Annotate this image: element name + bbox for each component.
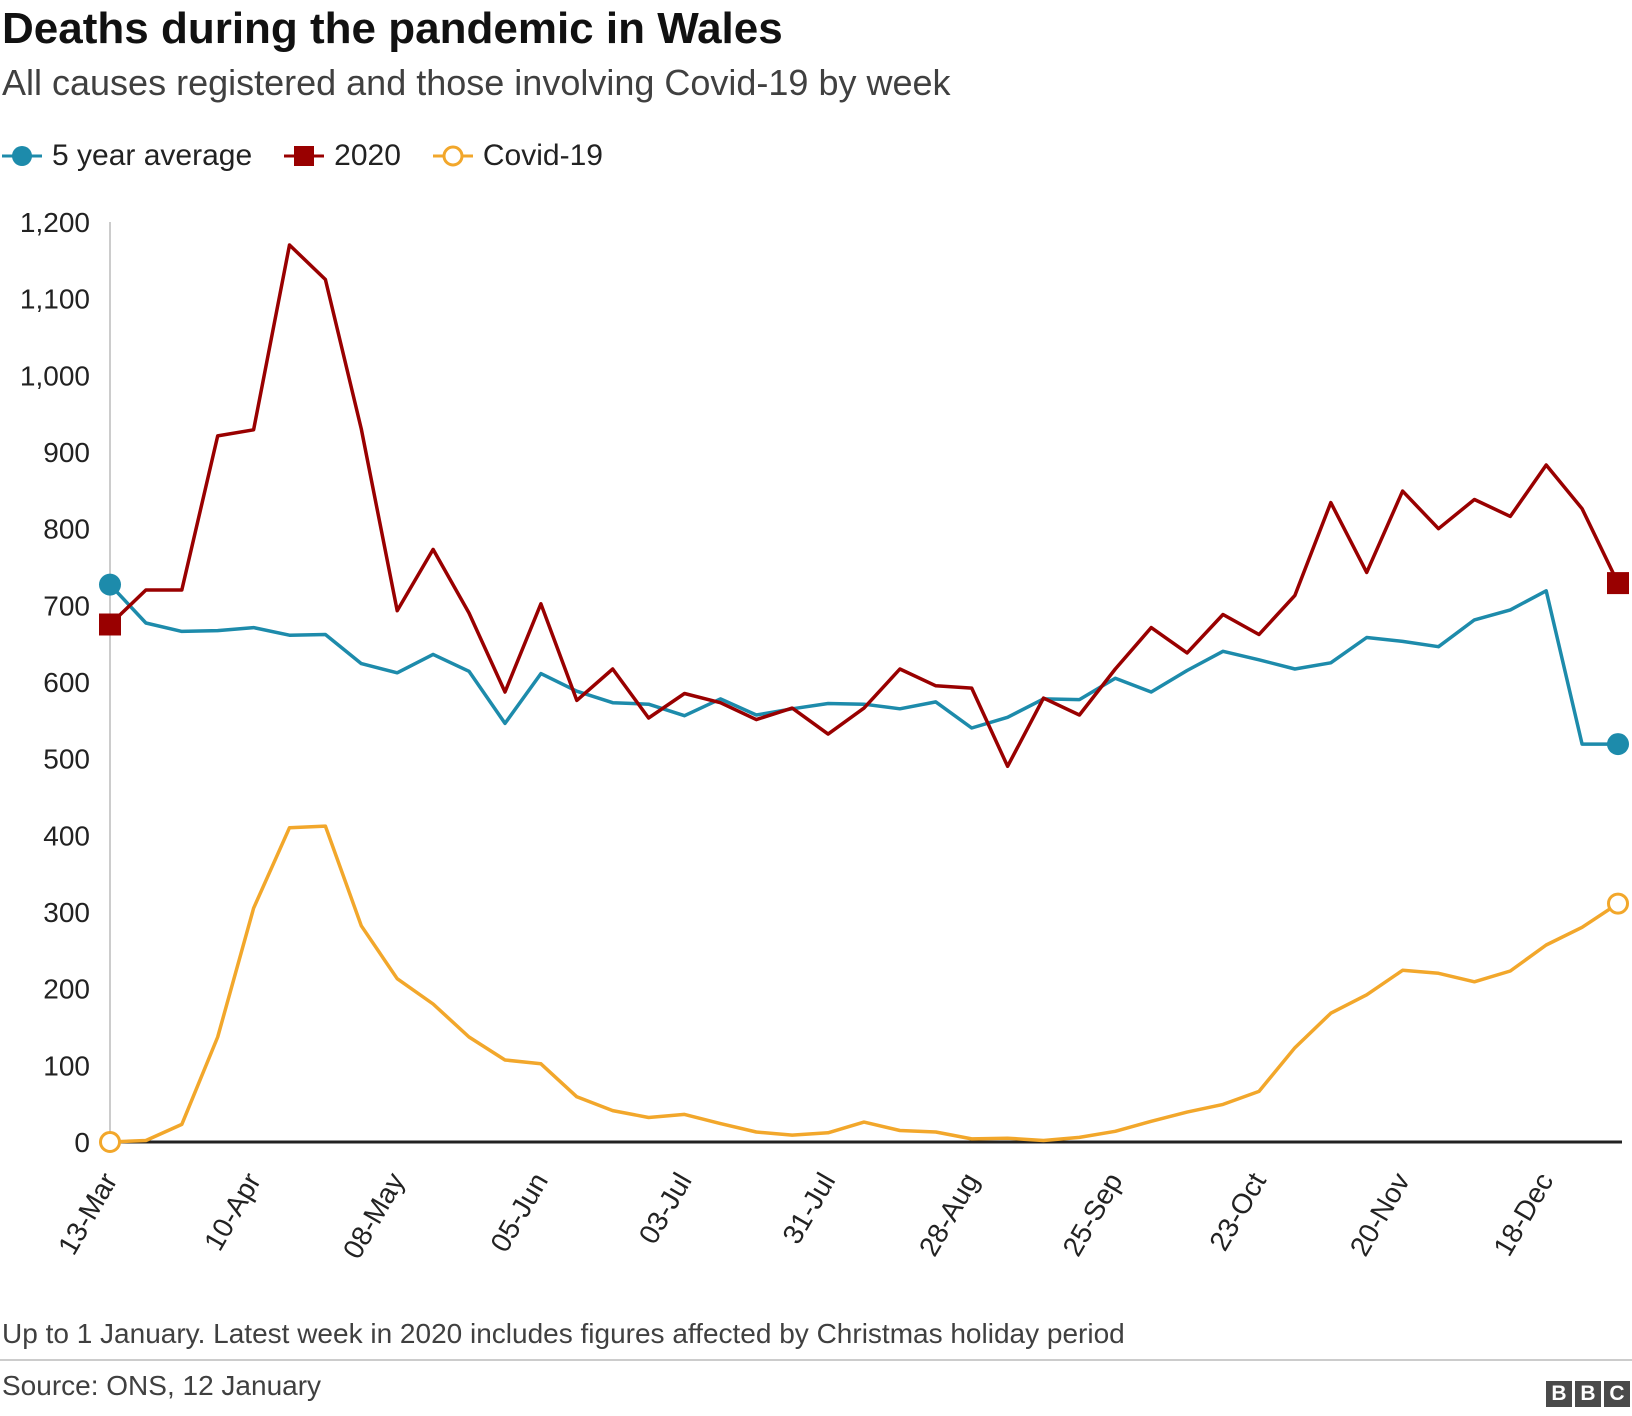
series-line-5-year-average (108, 583, 1618, 746)
y-tick-label: 900 (43, 437, 90, 468)
logo-letter: C (1604, 1381, 1630, 1407)
series-line-2020 (108, 243, 1620, 769)
x-tick-label: 03-Jul (633, 1168, 698, 1250)
x-tick-label: 25-Sep (1057, 1168, 1129, 1262)
source-text: Source: ONS, 12 January (2, 1370, 322, 1401)
marker-2020 (99, 613, 121, 636)
chart-note: Up to 1 January. Latest week in 2020 inc… (2, 1318, 1125, 1349)
x-tick-label: 13-Mar (52, 1168, 123, 1260)
marker-2020 (1607, 572, 1629, 595)
x-tick-label: 28-Aug (913, 1168, 985, 1262)
legend: 5 year average 2020 Covid-19 (0, 136, 633, 176)
legend-label: 5 year average (52, 139, 253, 172)
x-tick-label: 10-Apr (198, 1168, 267, 1256)
open-circle-marker-icon (432, 145, 473, 167)
marker-covid-19 (1607, 892, 1629, 915)
logo-letter: B (1546, 1381, 1572, 1407)
x-tick-label: 20-Nov (1344, 1168, 1416, 1262)
line-chart: 0 100 200 300 400 500 600 700 800 900 1,000 1,100 1,… (20, 207, 1629, 1264)
logo-letter: B (1575, 1381, 1601, 1407)
y-tick-label: 1,100 (20, 284, 90, 315)
marker-5-year-average (99, 573, 121, 596)
marker-covid-19 (99, 1131, 121, 1153)
x-tick-label: 23-Oct (1203, 1167, 1272, 1255)
y-tick-label: 200 (43, 974, 90, 1005)
series-line-covid-19 (109, 824, 1619, 1144)
y-tick-label: 100 (43, 1050, 90, 1081)
y-tick-label: 700 (43, 590, 90, 621)
y-tick-label: 300 (43, 897, 90, 928)
square-marker-icon (284, 146, 325, 166)
x-tick-label: 18-Dec (1487, 1168, 1559, 1262)
y-tick-label: 1,200 (20, 207, 90, 238)
legend-item-5-year-average: 5 year average (0, 139, 252, 173)
marker-5-year-average (1607, 733, 1629, 756)
footer-divider (0, 1359, 1632, 1361)
y-tick-label: 0 (74, 1127, 90, 1158)
circle-marker-icon (2, 146, 42, 166)
x-tick-label: 08-May (337, 1168, 411, 1264)
x-tick-label: 31-Jul (776, 1168, 841, 1250)
y-tick-label: 1,000 (20, 360, 90, 391)
y-tick-label: 600 (43, 667, 90, 698)
y-tick-label: 400 (43, 820, 90, 851)
bbc-logo: B B C (1546, 1381, 1630, 1407)
legend-item-covid-19: Covid-19 (431, 139, 603, 173)
chart-title: Deaths during the pandemic in Wales (2, 4, 783, 53)
x-tick-label: 05-Jun (484, 1168, 554, 1258)
y-tick-label: 500 (43, 744, 90, 775)
legend-label: Covid-19 (482, 139, 603, 172)
legend-item-2020: 2020 (282, 139, 401, 173)
chart-subtitle: All causes registered and those involvin… (2, 62, 951, 103)
legend-label: 2020 (334, 139, 401, 172)
y-tick-label: 800 (43, 514, 90, 545)
